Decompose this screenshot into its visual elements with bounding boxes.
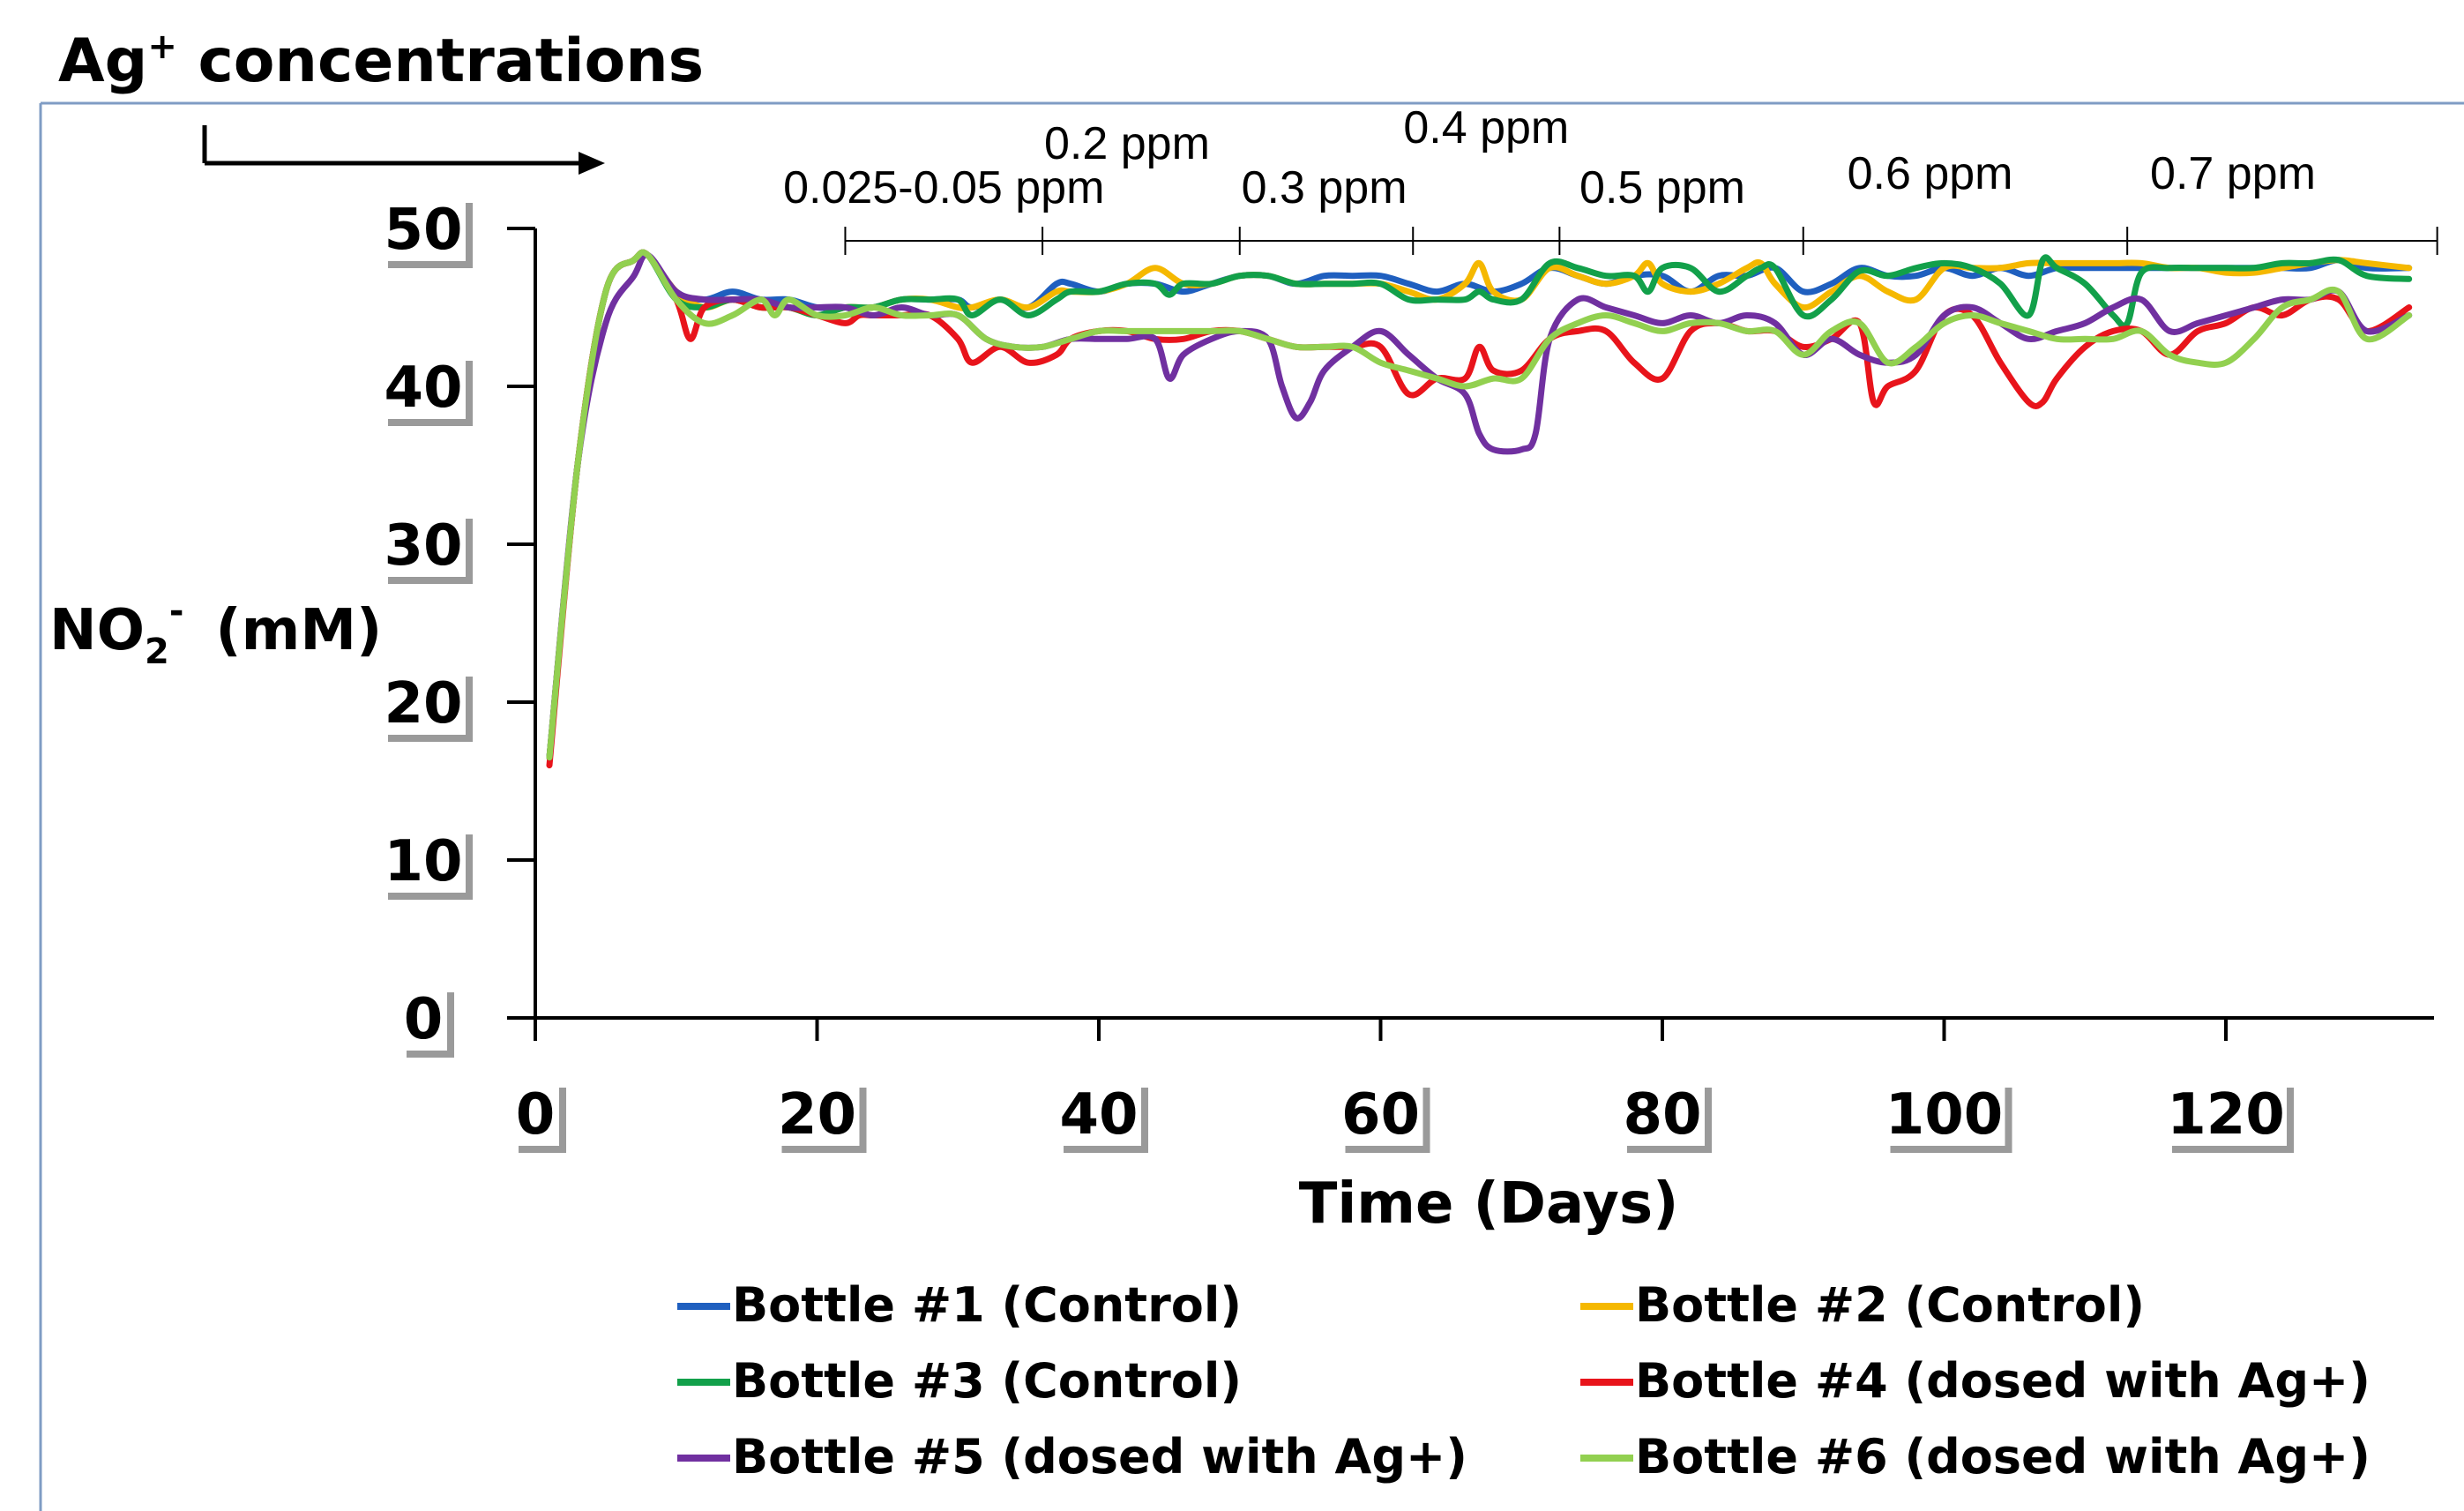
tick-label-box <box>1338 1081 1423 1146</box>
legend-item-bottle-3: Bottle #3 (Control) <box>677 1353 1242 1409</box>
y-axis-title-superscript: - <box>169 591 184 632</box>
legend-label: Bottle #4 (dosed with Ag+) <box>1635 1353 2371 1409</box>
tick-label-text: 20 <box>384 671 462 737</box>
concentration-label: 0.5 ppm <box>1579 162 1745 213</box>
concentration-scale <box>844 227 2438 255</box>
x-tick-label: 100 <box>1883 1081 2012 1153</box>
y-axis-title-main: NO <box>49 598 145 663</box>
legend-item-bottle-1: Bottle #1 (Control) <box>677 1277 1242 1333</box>
tick-label-text: 0 <box>404 987 444 1052</box>
tick-label-text: 10 <box>384 829 462 894</box>
legend-item-bottle-6: Bottle #6 (dosed with Ag+) <box>1580 1429 2371 1485</box>
tick-label-text: 30 <box>384 513 462 579</box>
tick-label-box <box>511 1081 559 1146</box>
concentration-arrow <box>202 125 605 175</box>
tick-label-text: 80 <box>1623 1082 1701 1148</box>
tick-label-box <box>399 985 447 1051</box>
concentration-label: 0.3 ppm <box>1242 162 1407 213</box>
legend-label: Bottle #2 (Control) <box>1635 1277 2145 1333</box>
y-axis-title-unit: (mM) <box>215 598 382 663</box>
x-tick-label: 80 <box>1620 1081 1712 1153</box>
tick-label-text: 40 <box>1059 1082 1138 1148</box>
tick-label-box <box>1620 1081 1705 1146</box>
legend: Bottle #1 (Control) Bottle #2 (Control) Bo… <box>677 1277 2371 1485</box>
concentration-heading: Ag+ concentrations <box>58 26 704 96</box>
tick-label-text: 100 <box>1885 1082 2004 1148</box>
tick-label-box <box>1057 1081 1141 1146</box>
heading-rest: concentrations <box>177 26 704 96</box>
tick-label-text: 20 <box>778 1082 856 1148</box>
x-tick-label: 120 <box>2165 1081 2294 1153</box>
tick-label-box <box>1883 1081 2005 1146</box>
concentration-label: 0.4 ppm <box>1403 102 1569 153</box>
legend-label: Bottle #3 (Control) <box>732 1353 1242 1409</box>
tick-label-box <box>381 354 466 419</box>
y-tick-label: 10 <box>381 827 473 900</box>
y-axis-title-subscript: 2 <box>145 632 169 672</box>
tick-label-box <box>774 1081 860 1146</box>
legend-label: Bottle #1 (Control) <box>732 1277 1242 1333</box>
y-tick-label: 50 <box>381 196 473 268</box>
legend-item-bottle-5: Bottle #5 (dosed with Ag+) <box>677 1429 1467 1485</box>
y-tick-label: 30 <box>381 512 473 584</box>
y-tick-label: 20 <box>381 669 473 742</box>
legend-label: Bottle #5 (dosed with Ag+) <box>732 1429 1467 1485</box>
x-tick-label: 0 <box>511 1081 566 1153</box>
series-layer <box>546 249 2413 769</box>
tick-labels: 0 10 20 30 40 50 0 20 40 60 80 100 120 <box>381 196 2294 1153</box>
tick-label-text: 60 <box>1341 1082 1420 1148</box>
tick-label-box <box>381 196 466 261</box>
concentration-label: 0.2 ppm <box>1044 118 1210 169</box>
series-line-bottle-3 <box>546 249 2413 761</box>
tick-label-text: 50 <box>384 198 462 263</box>
tick-label-box <box>381 669 466 735</box>
series-line-bottle-6 <box>546 249 2413 761</box>
tick-label-text: 40 <box>384 355 462 421</box>
x-tick-label: 40 <box>1057 1081 1148 1153</box>
concentration-label: 0.7 ppm <box>2150 148 2316 199</box>
tick-label-text: 0 <box>516 1082 556 1148</box>
heading-ion: Ag <box>58 26 147 96</box>
heading-superscript: + <box>147 26 177 67</box>
x-axis-title: Time (Days) <box>1299 1171 1679 1237</box>
series-line-bottle-1 <box>546 250 2413 761</box>
concentration-label: 0.6 ppm <box>1848 148 2013 199</box>
legend-label: Bottle #6 (dosed with Ag+) <box>1635 1429 2371 1485</box>
x-tick-label: 60 <box>1338 1081 1430 1153</box>
axes <box>507 227 2434 1041</box>
y-tick-label: 0 <box>399 985 454 1058</box>
tick-label-text: 120 <box>2167 1082 2285 1148</box>
legend-item-bottle-2: Bottle #2 (Control) <box>1580 1277 2145 1333</box>
x-tick-label: 20 <box>774 1081 867 1153</box>
tick-label-box <box>381 827 466 893</box>
legend-item-bottle-4: Bottle #4 (dosed with Ag+) <box>1580 1353 2371 1409</box>
concentration-label: 0.025-0.05 ppm <box>783 162 1104 213</box>
y-axis-title: NO2- (mM) <box>49 591 382 672</box>
tick-label-box <box>2165 1081 2287 1146</box>
y-tick-label: 40 <box>381 354 473 426</box>
tick-label-box <box>381 512 466 577</box>
